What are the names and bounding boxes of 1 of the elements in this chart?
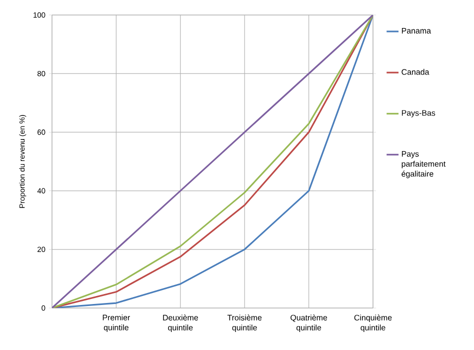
line-series <box>52 14 373 308</box>
